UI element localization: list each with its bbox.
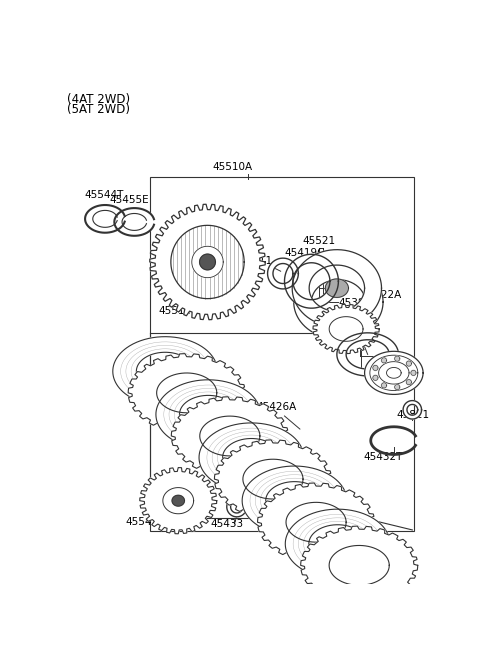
Ellipse shape: [395, 384, 400, 390]
Text: 45544T: 45544T: [84, 190, 124, 200]
Polygon shape: [300, 526, 418, 605]
Text: (4AT 2WD): (4AT 2WD): [67, 92, 131, 106]
Polygon shape: [114, 208, 154, 236]
Polygon shape: [200, 254, 216, 270]
Ellipse shape: [382, 383, 386, 388]
Polygon shape: [199, 423, 304, 492]
Polygon shape: [313, 304, 379, 354]
Polygon shape: [171, 225, 244, 298]
Polygon shape: [192, 246, 223, 277]
Text: 45419C: 45419C: [285, 248, 325, 258]
Polygon shape: [329, 317, 363, 341]
Polygon shape: [200, 416, 260, 456]
Text: 45541B: 45541B: [126, 518, 166, 527]
Text: 45426A: 45426A: [257, 402, 297, 412]
Polygon shape: [285, 509, 390, 579]
Polygon shape: [258, 483, 374, 562]
Polygon shape: [140, 468, 217, 534]
Text: 45385B: 45385B: [338, 298, 379, 308]
Polygon shape: [156, 380, 261, 449]
Text: 45522A: 45522A: [361, 290, 402, 300]
Polygon shape: [122, 213, 146, 230]
Polygon shape: [379, 361, 409, 384]
Ellipse shape: [373, 375, 378, 380]
Polygon shape: [294, 265, 383, 339]
Polygon shape: [227, 497, 247, 517]
Ellipse shape: [406, 361, 411, 366]
Polygon shape: [93, 211, 117, 228]
Ellipse shape: [373, 365, 378, 371]
Text: 45510A: 45510A: [212, 161, 252, 172]
Polygon shape: [325, 279, 348, 297]
Text: 45821: 45821: [396, 409, 429, 420]
Polygon shape: [85, 205, 125, 233]
Polygon shape: [286, 502, 346, 542]
Polygon shape: [163, 487, 193, 514]
Polygon shape: [128, 354, 245, 432]
Text: 45455E: 45455E: [109, 195, 149, 205]
Polygon shape: [243, 459, 303, 499]
Polygon shape: [365, 352, 423, 394]
Ellipse shape: [395, 356, 400, 361]
Polygon shape: [242, 466, 347, 535]
Polygon shape: [113, 337, 217, 406]
Text: (5AT 2WD): (5AT 2WD): [67, 104, 131, 116]
Text: 45521: 45521: [302, 236, 336, 246]
Text: 45432T: 45432T: [364, 452, 403, 462]
Polygon shape: [156, 373, 217, 413]
Text: 45514: 45514: [158, 306, 192, 316]
Polygon shape: [171, 397, 288, 475]
Ellipse shape: [382, 358, 386, 363]
Ellipse shape: [406, 380, 411, 384]
Polygon shape: [285, 255, 338, 308]
Polygon shape: [386, 367, 401, 379]
Polygon shape: [329, 545, 389, 585]
Ellipse shape: [411, 370, 416, 375]
Text: 45433: 45433: [210, 519, 243, 529]
Polygon shape: [337, 333, 398, 376]
Polygon shape: [150, 204, 265, 319]
Bar: [150, 177, 414, 531]
Text: 45412: 45412: [342, 319, 375, 329]
Polygon shape: [215, 440, 332, 518]
Text: 45611: 45611: [240, 256, 273, 266]
Polygon shape: [370, 355, 418, 390]
Polygon shape: [267, 258, 299, 289]
Polygon shape: [172, 495, 184, 506]
Polygon shape: [403, 401, 421, 419]
Polygon shape: [292, 250, 382, 327]
